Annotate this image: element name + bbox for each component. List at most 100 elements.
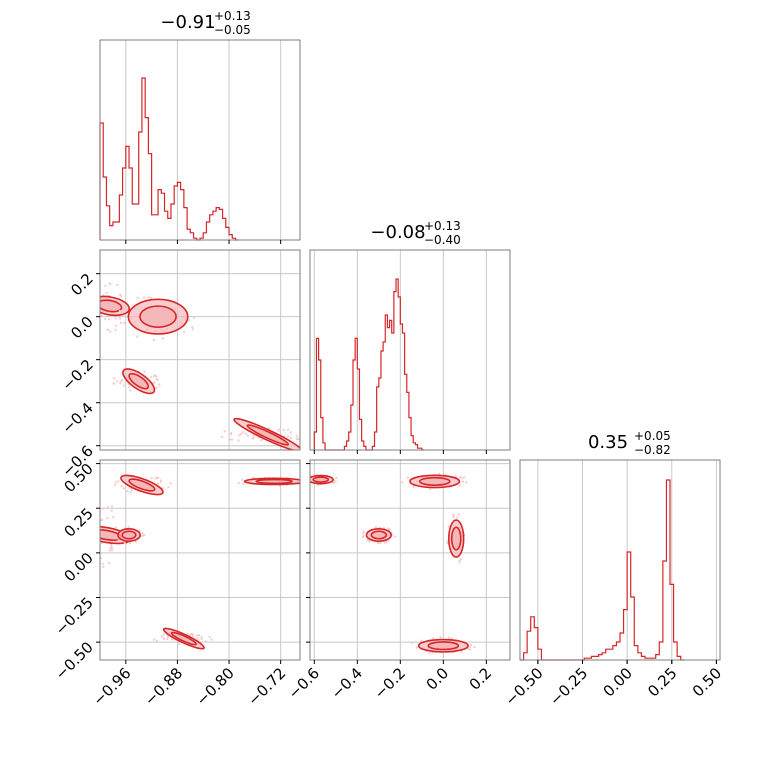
- sample-point: [192, 316, 196, 319]
- sample-point: [120, 484, 123, 488]
- histogram-step-line: [313, 278, 424, 451]
- sample-point: [452, 516, 455, 519]
- x-tick-label: −0.4: [328, 664, 366, 702]
- y-tick-label: −0.2: [58, 356, 96, 394]
- sample-point: [150, 296, 153, 299]
- sample-point: [166, 638, 169, 641]
- sample-point: [169, 482, 172, 485]
- sample-point: [237, 482, 240, 485]
- sample-point: [458, 561, 461, 564]
- sample-point: [305, 479, 307, 481]
- sample-point: [296, 438, 299, 441]
- sample-point: [429, 487, 432, 491]
- sample-point: [252, 434, 255, 437]
- param-lower-error: −0.40: [424, 233, 461, 247]
- sample-point: [118, 309, 122, 313]
- sample-point: [295, 435, 298, 438]
- y-tick-label: 0.00: [60, 549, 96, 585]
- histogram-panel-2: −0.08+0.13−0.40: [309, 219, 511, 454]
- sample-point: [101, 507, 104, 510]
- sample-point: [456, 516, 459, 519]
- sample-point: [289, 436, 292, 440]
- sample-point: [110, 505, 114, 508]
- sample-point: [101, 562, 104, 565]
- sample-point: [230, 438, 234, 441]
- sample-point: [452, 513, 455, 516]
- sample-point: [334, 480, 337, 483]
- sample-point: [401, 481, 404, 484]
- sample-point: [182, 330, 186, 333]
- sample-point: [210, 638, 213, 641]
- sample-point: [260, 439, 263, 442]
- sample-point: [153, 381, 156, 384]
- sample-point: [458, 559, 462, 562]
- x-tick-label: −0.50: [501, 664, 546, 709]
- sample-point: [109, 330, 112, 333]
- sample-point: [415, 646, 418, 649]
- contour-inner: [128, 372, 150, 390]
- sample-point: [104, 284, 107, 287]
- sample-point: [277, 428, 280, 431]
- sample-point: [461, 480, 465, 483]
- sample-point: [119, 317, 122, 320]
- contour-inner: [170, 631, 197, 646]
- sample-point: [107, 561, 111, 565]
- sample-point: [242, 482, 245, 485]
- sample-point: [237, 439, 240, 442]
- sample-point: [317, 484, 320, 487]
- sample-point: [136, 296, 139, 299]
- panel-frame: [99, 459, 301, 661]
- sample-point: [128, 385, 131, 388]
- sample-point: [157, 476, 160, 480]
- sample-point: [122, 487, 126, 490]
- sample-point: [301, 483, 303, 485]
- sample-point: [458, 476, 461, 479]
- sample-point: [166, 635, 170, 639]
- sample-point: [191, 634, 194, 637]
- sample-point: [154, 477, 157, 480]
- sample-point: [186, 632, 189, 635]
- pair-panel-2-3: [305, 459, 511, 661]
- sample-point: [432, 637, 435, 640]
- sample-point: [244, 432, 248, 435]
- density-layer: [100, 282, 307, 450]
- sample-point: [384, 540, 388, 543]
- sample-point: [116, 283, 119, 286]
- sample-point: [111, 548, 114, 552]
- sample-point: [362, 530, 365, 533]
- sample-point: [305, 429, 307, 431]
- contour-inner: [427, 641, 460, 651]
- sample-point: [155, 375, 158, 378]
- sample-point: [100, 556, 103, 560]
- sample-point: [431, 651, 434, 654]
- sample-point: [469, 643, 473, 647]
- contour-inner: [370, 530, 388, 540]
- sample-point: [170, 638, 173, 641]
- sample-point: [112, 382, 115, 385]
- sample-point: [114, 526, 117, 529]
- param-upper-error: +0.13: [424, 219, 461, 233]
- sample-point: [104, 317, 107, 321]
- sample-point: [200, 635, 203, 639]
- sample-point: [119, 382, 122, 385]
- histogram-panel-1: −0.91+0.13−0.05: [99, 9, 301, 244]
- sample-point: [457, 513, 460, 516]
- sample-point: [162, 637, 166, 640]
- y-tick-label: 0.2: [67, 270, 97, 300]
- sample-point: [143, 534, 146, 537]
- sample-point: [387, 527, 390, 530]
- sample-point: [105, 291, 108, 295]
- sample-point: [123, 321, 126, 324]
- histogram-panel-3: 0.35 +0.05−0.82: [519, 429, 721, 664]
- sample-point: [110, 509, 113, 512]
- histogram-step-line: [99, 77, 239, 241]
- sample-point: [410, 641, 414, 645]
- y-tick-label: −0.25: [52, 594, 97, 639]
- sample-point: [155, 378, 158, 381]
- param-upper-error: +0.05: [634, 429, 671, 443]
- sample-point: [152, 338, 155, 342]
- contour-inner: [121, 530, 137, 540]
- sample-point: [129, 389, 132, 392]
- sample-point: [361, 535, 364, 539]
- sample-point: [162, 633, 166, 636]
